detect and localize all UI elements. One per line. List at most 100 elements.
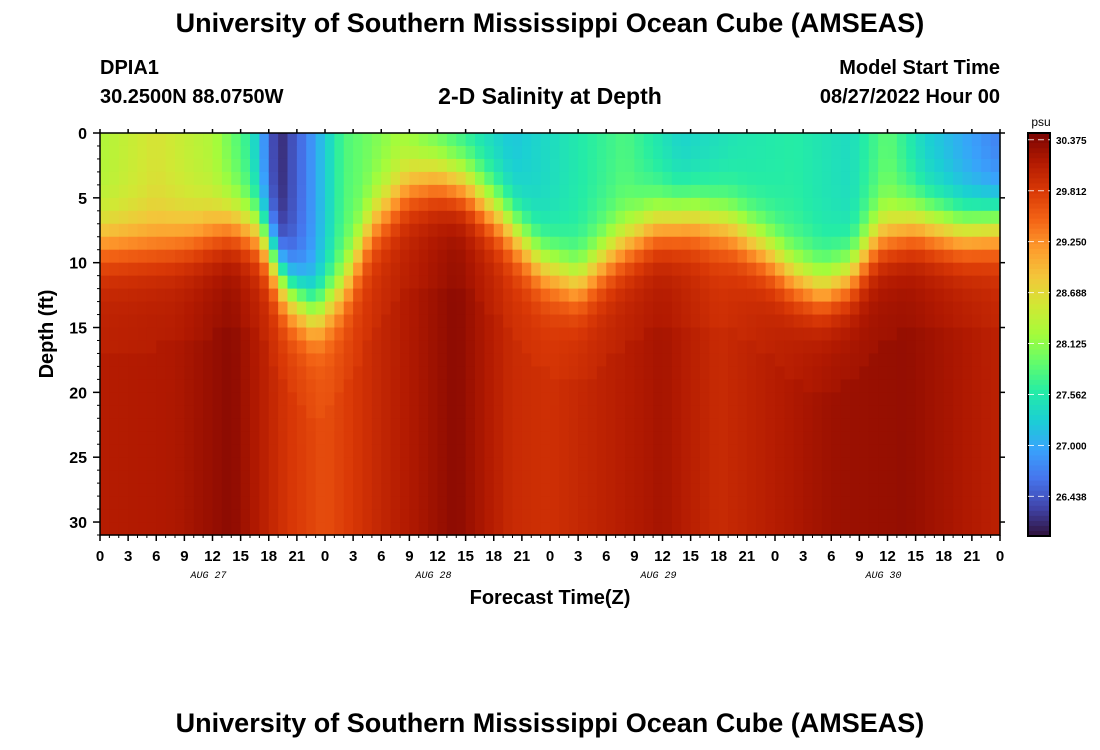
model-start-value: 08/27/2022 Hour 00 bbox=[819, 86, 1000, 108]
heatmap-cell bbox=[146, 405, 157, 419]
heatmap-cell bbox=[128, 197, 139, 212]
heatmap-cell bbox=[156, 496, 167, 510]
heatmap-cell bbox=[540, 444, 551, 458]
heatmap-cell bbox=[793, 210, 804, 225]
heatmap-cell bbox=[175, 314, 185, 329]
heatmap-cell bbox=[540, 210, 551, 225]
colorbar-segment bbox=[1028, 314, 1050, 320]
heatmap-cell bbox=[250, 275, 260, 290]
heatmap-cell bbox=[221, 288, 232, 303]
heatmap-cell bbox=[971, 288, 982, 303]
heatmap-cell bbox=[803, 444, 814, 458]
heatmap-cell bbox=[203, 457, 214, 471]
heatmap-cell bbox=[821, 431, 832, 445]
heatmap-cell bbox=[446, 392, 457, 406]
heatmap-cell bbox=[803, 133, 814, 147]
heatmap-cell bbox=[850, 223, 860, 238]
heatmap-cell bbox=[118, 223, 129, 238]
heatmap-cell bbox=[540, 158, 551, 173]
heatmap-cell bbox=[531, 236, 542, 251]
heatmap-cell bbox=[165, 171, 176, 186]
heatmap-cell bbox=[446, 353, 457, 368]
heatmap-cell bbox=[775, 288, 785, 303]
heatmap-cell bbox=[587, 522, 598, 536]
heatmap-cell bbox=[418, 236, 429, 251]
heatmap-cell bbox=[521, 197, 532, 212]
heatmap-cell bbox=[559, 314, 570, 329]
heatmap-cell bbox=[437, 392, 448, 406]
heatmap-cell bbox=[353, 249, 364, 264]
heatmap-cell bbox=[118, 444, 129, 458]
heatmap-cell bbox=[175, 171, 185, 186]
heatmap-cell bbox=[428, 431, 439, 445]
heatmap-cell bbox=[503, 145, 514, 160]
heatmap-cell bbox=[287, 444, 298, 458]
heatmap-cell bbox=[240, 392, 251, 406]
heatmap-cell bbox=[465, 457, 476, 471]
heatmap-cell bbox=[240, 314, 251, 329]
heatmap-cell bbox=[840, 418, 851, 432]
heatmap-cell bbox=[728, 418, 739, 432]
heatmap-cell bbox=[831, 444, 842, 458]
heatmap-cell bbox=[662, 262, 673, 277]
heatmap-cell bbox=[100, 171, 110, 186]
heatmap-cell bbox=[456, 405, 467, 419]
heatmap-cell bbox=[512, 249, 523, 264]
heatmap-cell bbox=[493, 133, 504, 147]
heatmap-cell bbox=[203, 314, 214, 329]
heatmap-cell bbox=[418, 366, 429, 380]
heatmap-cell bbox=[653, 262, 664, 277]
heatmap-cell bbox=[906, 444, 917, 458]
heatmap-cell bbox=[109, 249, 120, 264]
heatmap-cell bbox=[418, 171, 429, 186]
heatmap-cell bbox=[428, 223, 439, 238]
heatmap-cell bbox=[971, 327, 982, 342]
heatmap-cell bbox=[446, 470, 457, 484]
heatmap-cell bbox=[287, 197, 298, 212]
heatmap-cell bbox=[765, 236, 776, 251]
heatmap-cell bbox=[146, 431, 157, 445]
heatmap-cell bbox=[428, 496, 439, 510]
heatmap-cell bbox=[625, 301, 635, 316]
station-location: 30.2500N 88.0750W bbox=[100, 86, 284, 108]
heatmap-cell bbox=[803, 496, 814, 510]
heatmap-cell bbox=[231, 275, 242, 290]
heatmap-cell bbox=[653, 171, 664, 186]
heatmap-cell bbox=[896, 133, 907, 147]
colorbar-segment bbox=[1028, 274, 1050, 280]
heatmap-cell bbox=[409, 418, 420, 432]
colorbar-segment bbox=[1028, 384, 1050, 391]
heatmap-cell bbox=[362, 184, 373, 199]
heatmap-cell bbox=[353, 509, 364, 523]
heatmap-cell bbox=[568, 184, 579, 199]
heatmap-cell bbox=[709, 197, 720, 212]
heatmap-cell bbox=[137, 509, 148, 523]
heatmap-cell bbox=[221, 379, 232, 393]
heatmap-cell bbox=[634, 236, 645, 251]
heatmap-cell bbox=[484, 470, 495, 484]
heatmap-cell bbox=[953, 236, 964, 251]
heatmap-cell bbox=[259, 496, 270, 510]
heatmap-cell bbox=[634, 145, 645, 160]
heatmap-cell bbox=[343, 236, 354, 251]
heatmap-cell bbox=[728, 223, 739, 238]
heatmap-cell bbox=[971, 496, 982, 510]
heatmap-cell bbox=[100, 262, 110, 277]
heatmap-cell bbox=[803, 236, 814, 251]
heatmap-cell bbox=[540, 184, 551, 199]
heatmap-cell bbox=[606, 236, 617, 251]
heatmap-cell bbox=[550, 223, 560, 238]
heatmap-cell bbox=[700, 249, 710, 264]
heatmap-cell bbox=[718, 483, 729, 497]
heatmap-cell bbox=[653, 444, 664, 458]
heatmap-cell bbox=[718, 197, 729, 212]
heatmap-cell bbox=[315, 301, 326, 316]
heatmap-cell bbox=[606, 444, 617, 458]
heatmap-cell bbox=[165, 223, 176, 238]
heatmap-cell bbox=[334, 288, 345, 303]
heatmap-cell bbox=[859, 327, 870, 342]
heatmap-cell bbox=[915, 457, 926, 471]
heatmap-cell bbox=[100, 275, 110, 290]
heatmap-cell bbox=[850, 145, 860, 160]
colorbar-segment bbox=[1028, 233, 1050, 240]
